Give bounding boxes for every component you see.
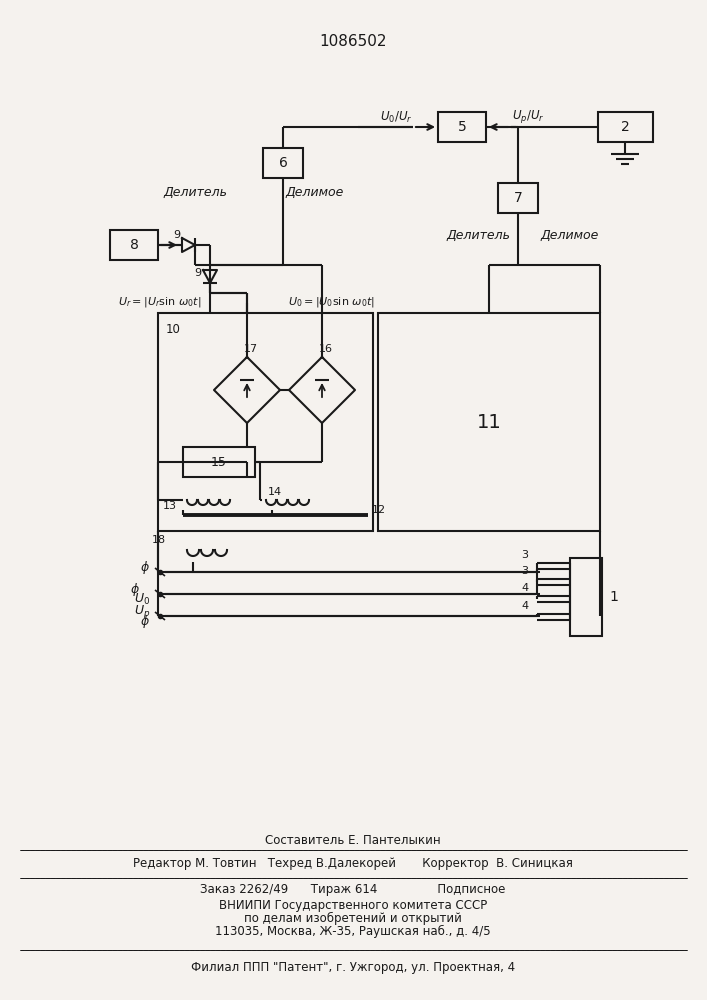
Text: $U_r=|U_r\sin\,\omega_0 t|$: $U_r=|U_r\sin\,\omega_0 t|$ xyxy=(118,295,201,309)
Text: 12: 12 xyxy=(372,505,386,515)
Text: 11: 11 xyxy=(477,412,501,432)
Text: 8: 8 xyxy=(129,238,139,252)
Text: 4: 4 xyxy=(522,583,529,593)
Text: 15: 15 xyxy=(211,456,227,468)
Bar xyxy=(498,183,538,213)
Bar xyxy=(183,447,255,477)
Text: 13: 13 xyxy=(163,501,177,511)
Text: Делимое: Делимое xyxy=(286,186,344,198)
Text: $U_p$: $U_p$ xyxy=(134,602,150,619)
Text: ВНИИПИ Государственного комитета СССР: ВНИИПИ Государственного комитета СССР xyxy=(219,898,487,912)
Text: 14: 14 xyxy=(268,487,282,497)
Bar xyxy=(378,313,600,531)
Text: по делам изобретений и открытий: по делам изобретений и открытий xyxy=(244,911,462,925)
Bar xyxy=(570,558,602,636)
Text: Составитель Е. Пантелыкин: Составитель Е. Пантелыкин xyxy=(265,834,440,846)
Text: 9: 9 xyxy=(173,230,180,240)
Text: $U_0/U_r$: $U_0/U_r$ xyxy=(380,109,412,125)
Text: 1086502: 1086502 xyxy=(320,34,387,49)
Text: 6: 6 xyxy=(279,156,288,170)
Text: 9: 9 xyxy=(194,268,201,278)
Text: $U_p/U_r$: $U_p/U_r$ xyxy=(512,108,544,125)
Text: 7: 7 xyxy=(513,191,522,205)
Text: Филиал ППП "Патент", г. Ужгород, ул. Проектная, 4: Филиал ППП "Патент", г. Ужгород, ул. Про… xyxy=(191,962,515,974)
Text: 5: 5 xyxy=(457,120,467,134)
Text: Заказ 2262/49      Тираж 614                Подписное: Заказ 2262/49 Тираж 614 Подписное xyxy=(200,884,506,896)
Bar xyxy=(438,112,486,142)
Text: 3: 3 xyxy=(522,566,529,576)
Text: $U_0$: $U_0$ xyxy=(134,591,150,607)
Bar xyxy=(263,148,303,178)
Text: $U_0=|U_0\sin\,\omega_0 t|$: $U_0=|U_0\sin\,\omega_0 t|$ xyxy=(288,295,375,309)
Bar xyxy=(110,230,158,260)
Text: 16: 16 xyxy=(319,344,333,354)
Text: 1: 1 xyxy=(609,590,619,604)
Text: 17: 17 xyxy=(244,344,258,354)
Bar xyxy=(598,112,653,142)
Text: $\phi$: $\phi$ xyxy=(130,580,140,597)
Text: Редактор М. Товтин   Техред В.Далекорей       Корректор  В. Синицкая: Редактор М. Товтин Техред В.Далекорей Ко… xyxy=(133,857,573,870)
Text: 2: 2 xyxy=(621,120,629,134)
Text: 113035, Москва, Ж-35, Раушская наб., д. 4/5: 113035, Москва, Ж-35, Раушская наб., д. … xyxy=(215,924,491,938)
Text: $\phi$: $\phi$ xyxy=(140,612,150,630)
Text: Делимое: Делимое xyxy=(541,229,600,241)
Text: 10: 10 xyxy=(166,323,181,336)
Text: 4: 4 xyxy=(522,601,529,611)
Text: $\phi$: $\phi$ xyxy=(140,558,150,576)
Text: 18: 18 xyxy=(152,535,166,545)
Bar xyxy=(158,313,373,531)
Text: 3: 3 xyxy=(522,550,529,560)
Text: Делитель: Делитель xyxy=(163,186,227,198)
Text: Делитель: Делитель xyxy=(446,229,510,241)
